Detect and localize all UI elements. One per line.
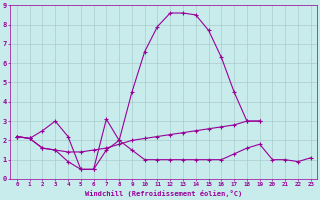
X-axis label: Windchill (Refroidissement éolien,°C): Windchill (Refroidissement éolien,°C) [85,190,243,197]
